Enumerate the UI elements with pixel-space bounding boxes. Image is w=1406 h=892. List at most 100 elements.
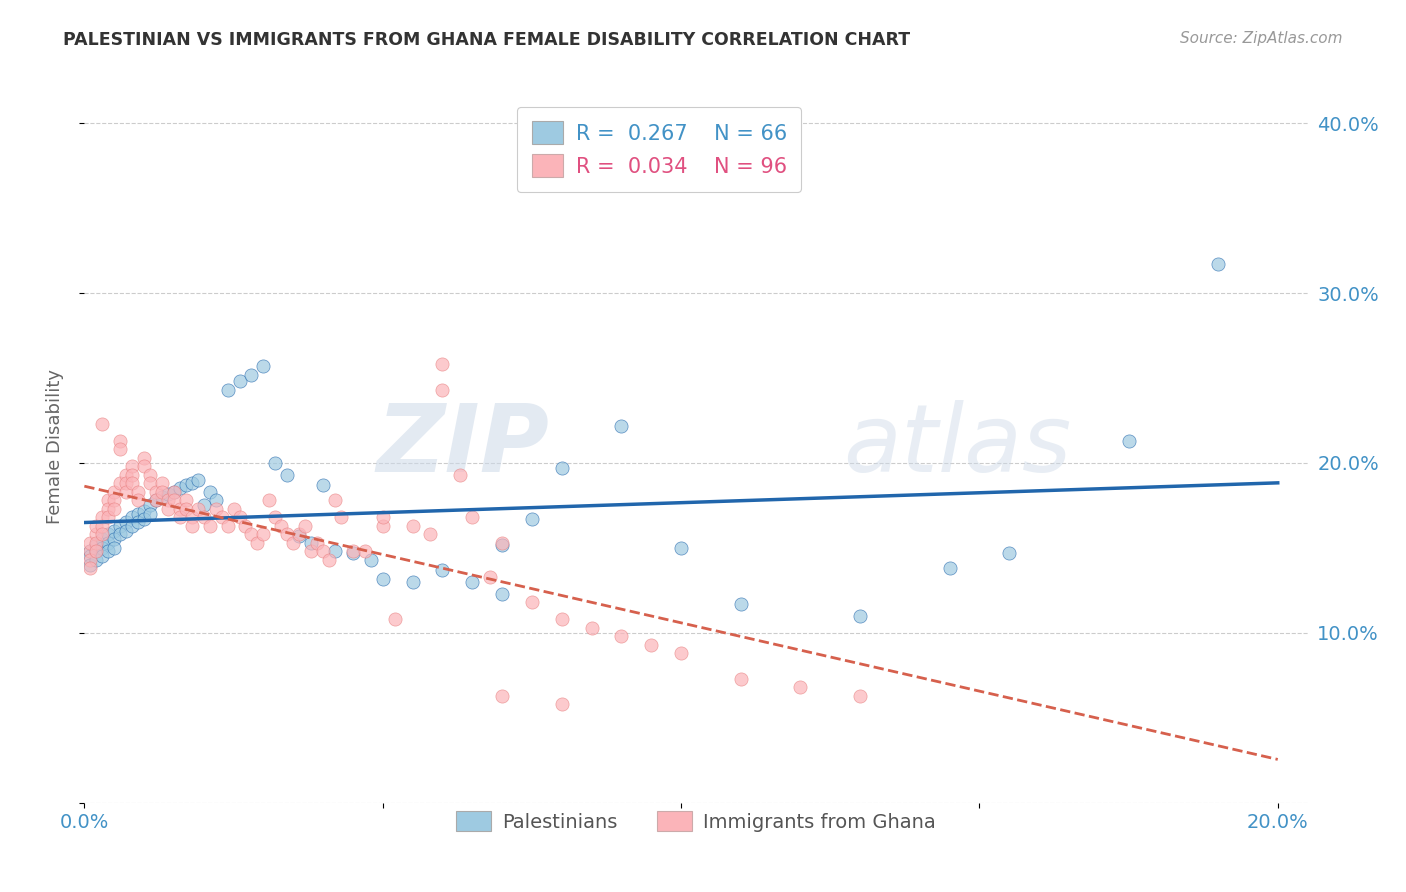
Point [240, 527, 263, 541]
Point [84, 553, 107, 567]
Point [1118, 434, 1140, 448]
Point [97, 501, 120, 516]
Point [299, 536, 322, 550]
Point [115, 516, 138, 530]
Point [132, 503, 155, 517]
Point [121, 510, 143, 524]
Point [520, 595, 543, 609]
Point [449, 467, 471, 482]
Point [180, 510, 202, 524]
Point [228, 510, 250, 524]
Point [150, 490, 173, 504]
Point [938, 561, 960, 575]
Point [730, 672, 752, 686]
Point [115, 476, 138, 491]
Point [276, 527, 298, 541]
Point [371, 510, 394, 524]
Point [371, 572, 394, 586]
Point [581, 621, 603, 635]
Point [91, 519, 114, 533]
Point [103, 524, 125, 538]
Point [91, 533, 114, 547]
Text: atlas: atlas [842, 401, 1071, 491]
Point [97, 510, 120, 524]
Point [551, 612, 574, 626]
Point [323, 544, 346, 558]
Point [108, 434, 131, 448]
Point [84, 519, 107, 533]
Point [520, 512, 543, 526]
Point [180, 476, 202, 491]
Point [139, 467, 162, 482]
Point [115, 467, 138, 482]
Point [174, 501, 197, 516]
Point [461, 574, 484, 589]
Point [174, 493, 197, 508]
Point [204, 493, 226, 508]
Point [1206, 257, 1229, 271]
Point [169, 510, 191, 524]
Text: Source: ZipAtlas.com: Source: ZipAtlas.com [1180, 31, 1343, 46]
Point [669, 646, 692, 660]
Point [115, 484, 138, 499]
Point [156, 486, 179, 500]
Point [610, 629, 633, 643]
Point [551, 698, 574, 712]
Point [669, 541, 692, 555]
Point [91, 541, 114, 555]
Point [156, 501, 179, 516]
Point [211, 510, 233, 524]
Point [132, 459, 155, 474]
Point [610, 418, 633, 433]
Point [127, 493, 149, 508]
Point [156, 493, 179, 508]
Point [97, 493, 120, 508]
Point [103, 533, 125, 547]
Point [108, 476, 131, 491]
Point [288, 529, 311, 543]
Point [103, 484, 125, 499]
Point [479, 570, 502, 584]
Point [132, 512, 155, 526]
Point [264, 456, 287, 470]
Point [419, 527, 441, 541]
Point [318, 553, 340, 567]
Legend: Palestinians, Immigrants from Ghana: Palestinians, Immigrants from Ghana [449, 804, 943, 839]
Point [169, 501, 191, 516]
Point [97, 527, 120, 541]
Point [259, 493, 281, 508]
Point [222, 501, 245, 516]
Point [849, 608, 872, 623]
Text: ZIP: ZIP [377, 400, 550, 492]
Point [401, 574, 423, 589]
Point [342, 544, 364, 558]
Point [91, 510, 114, 524]
Point [342, 546, 364, 560]
Point [97, 536, 120, 550]
Point [91, 549, 114, 564]
Point [84, 527, 107, 541]
Point [329, 510, 352, 524]
Point [491, 689, 513, 703]
Point [384, 612, 406, 626]
Point [139, 476, 162, 491]
Point [84, 537, 107, 551]
Point [79, 549, 101, 564]
Point [371, 519, 394, 533]
Point [169, 482, 191, 496]
Point [401, 519, 423, 533]
Point [640, 638, 662, 652]
Point [79, 544, 101, 558]
Point [150, 476, 173, 491]
Point [849, 689, 872, 703]
Point [145, 484, 167, 499]
Point [84, 544, 107, 558]
Point [145, 493, 167, 508]
Point [198, 519, 221, 533]
Point [79, 558, 101, 572]
Point [97, 544, 120, 558]
Point [276, 467, 298, 482]
Point [491, 536, 513, 550]
Point [108, 442, 131, 457]
Text: PALESTINIAN VS IMMIGRANTS FROM GHANA FEMALE DISABILITY CORRELATION CHART: PALESTINIAN VS IMMIGRANTS FROM GHANA FEM… [63, 31, 911, 49]
